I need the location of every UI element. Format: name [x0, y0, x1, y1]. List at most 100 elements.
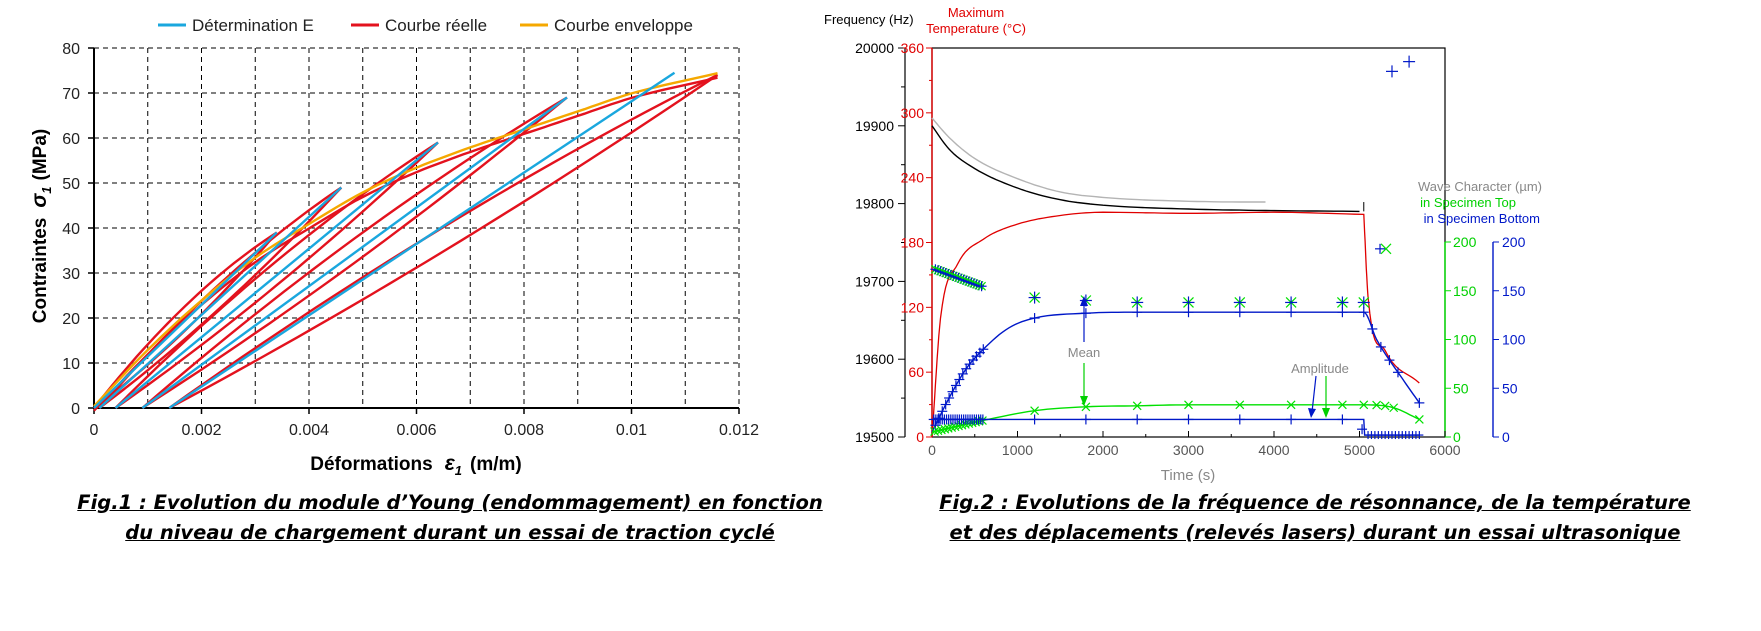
fig1-caption-line1: Fig.1 : Evolution du module d’Young (end…: [77, 491, 823, 514]
fig2-plot-frame: [931, 47, 1446, 438]
fig2-bottom-tick-label: 200: [1502, 234, 1526, 250]
fig1-y-tick-label: 50: [62, 176, 80, 193]
fig1-e-determination-line: [114, 141, 439, 409]
fig2-ticks: 1950019600197001980019900200000601201802…: [855, 40, 1526, 458]
fig2-marker-plus: [947, 386, 958, 397]
fig1-xlabel-sym: ε: [445, 452, 456, 475]
fig2-top-tick-label: 0: [1453, 429, 1461, 445]
fig2-marker-plus: [1286, 307, 1297, 318]
fig2-wave-character-label: Wave Character (µm): [1418, 179, 1542, 194]
fig1-y-tick-label: 70: [62, 86, 80, 103]
fig2-axes: [904, 47, 1494, 438]
fig2-x-tick-label: 6000: [1429, 442, 1460, 458]
fig1-x-tick-label: 0.012: [719, 422, 759, 439]
fig1-real-curve-unload: [168, 74, 719, 410]
fig2-marker-plus: [1132, 307, 1143, 318]
fig1-e-determination-line: [168, 71, 676, 409]
fig1-y-tick-label: 40: [62, 221, 80, 238]
fig2-marker-cross: [1337, 400, 1347, 410]
fig2-marker-plus: [1403, 55, 1416, 68]
fig1-y-tick-label: 30: [62, 266, 80, 283]
fig2-frequency-axis-title: Frequency (Hz): [824, 12, 914, 27]
fig2-marker-plus: [1029, 414, 1040, 425]
fig2-top-tick-label: 200: [1453, 234, 1477, 250]
fig2-amplitude-label: Amplitude: [1291, 361, 1349, 376]
fig2-marker-plus: [1183, 414, 1194, 425]
fig2-freq-tick-label: 20000: [855, 40, 894, 56]
legend-label-env: Courbe enveloppe: [554, 16, 693, 35]
fig1-real-curve-reload: [141, 96, 568, 409]
fig1-x-tick-label: 0: [90, 422, 99, 439]
fig2-marker-cross: [1380, 401, 1390, 411]
fig2-temp-tick-label: 300: [901, 105, 925, 121]
fig2-marker-plus: [1375, 341, 1386, 352]
fig2-marker-plus: [954, 374, 965, 385]
fig2-bottom-tick-label: 150: [1502, 283, 1526, 299]
fig1-caption-line2: du niveau de chargement durant un essai …: [125, 521, 775, 544]
fig2-marker-plus: [978, 344, 989, 355]
fig2-x-tick-label: 2000: [1087, 442, 1118, 458]
fig1-xlabel-sub: 1: [455, 463, 462, 478]
fig2-marker-plus: [1183, 307, 1194, 318]
fig2-marker-plus: [1132, 414, 1143, 425]
fig1-x-tick-label: 0.008: [504, 422, 544, 439]
fig2-frequency-grey-line: [931, 117, 1266, 203]
fig1-e-determination-line: [93, 231, 278, 409]
legend-label-real: Courbe réelle: [385, 16, 487, 35]
fig2-marker-cross: [1380, 243, 1392, 255]
fig2-marker-plus: [944, 393, 955, 403]
fig2-chart: 1950019600197001980019900200000601201802…: [824, 5, 1542, 484]
fig2-top-tick-label: 100: [1453, 332, 1477, 348]
fig1-y-tick-label: 0: [71, 401, 80, 418]
fig2-bottom-tick-label: 100: [1502, 332, 1526, 348]
fig2-temp-tick-label: 120: [901, 299, 925, 315]
fig2-marker-plus: [1234, 307, 1245, 318]
fig2-bottom-tick-label: 0: [1502, 429, 1510, 445]
fig2-bottom-mean-line: [931, 311, 1420, 433]
fig2-marker-cross: [940, 424, 950, 434]
fig2-caption-line1: Fig.2 : Evolutions de la fréquence de ré…: [939, 491, 1691, 514]
amplitude-arrowhead-blue: [1308, 408, 1316, 418]
fig2-marker-cross: [933, 426, 943, 436]
legend-label-e: Détermination E: [192, 16, 314, 35]
fig2-bottom-label: in Specimen Bottom: [1424, 211, 1540, 226]
fig1-real-curve-unload: [114, 141, 439, 409]
fig1-caption: Fig.1 : Evolution du module d’Young (end…: [40, 488, 860, 548]
fig1-xlabel-unit: (m/m): [470, 454, 522, 475]
fig1-legend: Détermination E Courbe réelle Courbe env…: [158, 16, 693, 35]
fig1-data: [93, 71, 719, 412]
fig1-e-determination-line: [141, 96, 568, 409]
fig2-marker-cross: [1372, 400, 1382, 410]
fig2-mean-label: Mean: [1068, 345, 1101, 360]
fig1-ylabel-unit: (MPa): [30, 129, 51, 181]
fig1-real-curve-envelope: [93, 76, 718, 412]
fig2-marker-plus: [1415, 431, 1424, 440]
fig2-bottom-tick-label: 50: [1502, 380, 1518, 396]
fig2-x-tick-label: 1000: [1002, 442, 1033, 458]
fig1-real-curve-unload: [141, 96, 568, 410]
fig1-ticks: 0 0.002 0.004 0.006 0.008 0.01 0.012 0 10 20 30 40 5…: [62, 41, 759, 439]
fig2-marker-cross: [1132, 401, 1142, 411]
fig2-x-tick-label: 4000: [1258, 442, 1289, 458]
fig2-marker-plus: [976, 281, 987, 292]
fig2-temp-tick-label: 0: [916, 429, 924, 445]
fig2-marker-plus: [1392, 367, 1403, 378]
fig1-ylabel-sym: σ: [28, 193, 51, 208]
fig2-marker-plus: [1182, 296, 1195, 309]
fig2-marker-plus: [940, 399, 951, 410]
fig2-marker-plus: [1336, 296, 1349, 309]
fig2-marker-cross: [1235, 400, 1245, 410]
fig2-freq-tick-label: 19800: [855, 196, 894, 212]
fig1-x-tick-label: 0.002: [181, 422, 221, 439]
fig2-top-label: in Specimen Top: [1420, 195, 1516, 210]
fig1-y-axis-label: Contraintes σ1 (MPa): [28, 129, 54, 323]
fig2-temperature-title-1: Maximum: [948, 5, 1004, 20]
fig1-ylabel-text: Contraintes: [30, 218, 51, 324]
fig2-marker-plus: [1080, 414, 1091, 425]
fig2-caption: Fig.2 : Evolutions de la fréquence de ré…: [880, 488, 1750, 548]
fig2-marker-plus: [1385, 65, 1398, 78]
fig2-caption-line2: et des déplacements (relevés lasers) dur…: [949, 521, 1681, 544]
mean-arrowhead-green: [1080, 396, 1088, 406]
fig2-freq-tick-label: 19500: [855, 429, 894, 445]
